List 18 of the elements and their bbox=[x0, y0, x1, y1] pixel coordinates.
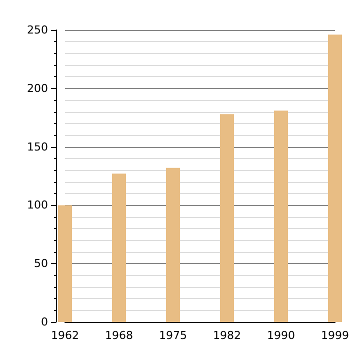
x-tick-label: 1982 bbox=[213, 329, 241, 342]
bar bbox=[112, 174, 126, 322]
y-tick-label: 50 bbox=[34, 257, 48, 270]
x-tick-label: 1999 bbox=[321, 329, 349, 342]
bar bbox=[166, 168, 180, 322]
y-tick-label: 0 bbox=[41, 316, 48, 328]
bar bbox=[328, 34, 342, 322]
x-tick-label: 1990 bbox=[267, 329, 295, 342]
bar bbox=[220, 114, 234, 322]
y-tick-label: 150 bbox=[27, 140, 48, 154]
y-tick-label: 100 bbox=[27, 198, 48, 212]
x-tick-label: 1968 bbox=[105, 329, 133, 342]
bar bbox=[274, 110, 288, 322]
bar bbox=[58, 205, 72, 322]
x-tick-label: 1975 bbox=[159, 329, 187, 342]
y-tick-label: 250 bbox=[27, 24, 48, 36]
x-tick-label: 1962 bbox=[51, 329, 79, 342]
y-tick-label: 200 bbox=[27, 82, 48, 95]
